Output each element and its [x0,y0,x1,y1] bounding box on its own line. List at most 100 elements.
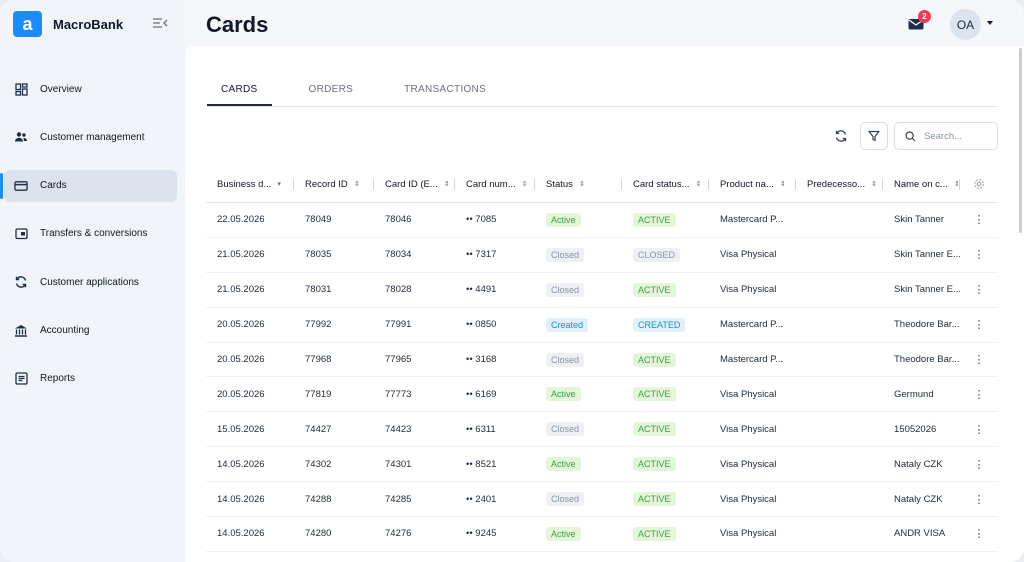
row-menu-icon[interactable]: ⋮ [973,493,985,506]
product-name-cell: Mastercard P... [720,319,784,331]
sort-icon[interactable]: ⇕ [695,181,702,188]
column-header-label: Name on c... [894,178,948,190]
record-id-cell: 78031 [305,284,332,296]
tab-cards[interactable]: CARDS [207,84,272,106]
product-name-cell: Visa Physical [720,388,777,400]
card-status-cell: ACTIVE [622,422,709,437]
filter-button[interactable] [860,122,888,150]
card-id-cell: 77965 [385,354,412,365]
column-header-label: Predecesso... [807,178,866,190]
status-cell: Created [535,317,622,332]
row-menu-icon[interactable]: ⋮ [973,423,985,436]
column-header[interactable]: Card ID (E... ⇕ [374,166,455,203]
table-row[interactable]: 21.05.2026 78031 78028 •• 4491 Closed ACTIVE V… [206,273,998,308]
card-number-cell: •• 8521 [466,458,497,470]
status-badge: Active [546,387,581,402]
sort-icon[interactable]: ⇕ [779,181,786,188]
tab-transactions[interactable]: TRANSACTIONS [404,84,487,95]
table-row[interactable]: 14.05.2026 74302 74301 •• 8521 Active ACTIVE V… [206,447,998,483]
chevron-down-icon[interactable]: ▾ [277,181,281,188]
row-menu-icon[interactable]: ⋮ [973,458,985,471]
status-badge: Active [546,526,581,541]
row-menu-icon[interactable]: ⋮ [973,319,985,332]
business-date-cell: 20.05.2026 [217,354,265,365]
business-date-cell: 14.05.2026 [217,458,265,470]
table-row[interactable]: 20.05.2026 77819 77773 •• 6169 Active ACTIVE V… [206,377,998,413]
avatar[interactable]: OA [950,9,981,40]
sort-icon[interactable]: ⇕ [521,181,528,188]
status-cell: Closed [535,247,622,262]
status-badge: ACTIVE [633,352,676,367]
sort-icon[interactable]: ⇕ [353,181,360,188]
name-on-card-cell: Skin Tanner [894,214,944,226]
search-box[interactable] [894,122,998,150]
table-header: Business d... ▾ Record ID ⇕ Card ID (E... ⇕ Ca… [206,166,998,203]
row-menu-icon[interactable]: ⋮ [973,214,985,227]
refresh-button[interactable] [830,122,852,150]
brand[interactable]: a MacroBank [13,11,123,37]
sidebar: a MacroBank Overview Customer management C… [0,0,185,562]
card-id-cell: 78028 [385,284,412,296]
product-name-cell: Visa Physical [720,249,777,261]
table-row[interactable]: 14.05.2026 74288 74285 •• 2401 Closed ACTIVE V… [206,482,998,518]
sidebar-item-customer-applications[interactable]: Customer applications [4,266,177,298]
sidebar-item-transfers-conversions[interactable]: Transfers & conversions [4,218,177,250]
column-header[interactable]: Predecesso... ⇕ [796,166,883,203]
status-cell: Active [535,212,622,227]
dashboard-icon [14,82,28,96]
record-id-cell: 74280 [305,528,332,540]
sidebar-item-overview[interactable]: Overview [4,73,177,105]
column-header[interactable]: Card status... ⇕ [622,166,709,203]
sidebar-item-cards[interactable]: Cards [0,169,177,202]
collapse-sidebar-icon[interactable] [152,16,168,30]
column-header[interactable]: Record ID ⇕ [294,166,374,203]
table-row[interactable]: 20.05.2026 77968 77965 •• 3168 Closed ACTIVE M… [206,343,998,378]
sidebar-item-label: Accounting [40,324,90,336]
card-number-cell: •• 6311 [466,423,496,435]
sidebar-item-reports[interactable]: Reports [4,363,177,395]
sort-icon[interactable]: ⇕ [953,181,960,188]
table-row[interactable]: 14.05.2026 74280 74276 •• 9245 Active ACTIVE V… [206,517,998,552]
table-row[interactable]: 20.05.2026 77992 77991 •• 0850 Created CREATE… [206,308,998,343]
column-header[interactable]: Product na... ⇕ [709,166,796,203]
table-row[interactable]: 21.05.2026 78035 78034 •• 7317 Closed CLOSED V… [206,238,998,273]
column-settings-button[interactable] [960,166,998,203]
row-menu-icon[interactable]: ⋮ [973,284,985,297]
column-header[interactable]: Status ⇕ [535,166,622,203]
sort-icon[interactable]: ⇕ [871,181,877,188]
row-menu-icon[interactable]: ⋮ [973,388,985,401]
column-header[interactable]: Card num... ⇕ [455,166,535,203]
product-name-cell: Visa Physical [720,458,777,470]
card-number-cell: •• 7085 [466,214,497,226]
column-header[interactable]: Business d... ▾ [206,166,294,203]
sort-icon[interactable]: ⇕ [578,181,585,188]
row-menu-icon[interactable]: ⋮ [973,528,985,541]
table-row[interactable]: 22.05.2026 78049 78046 •• 7085 Active ACTIVE M… [206,203,998,238]
card-id-cell: 74423 [385,423,412,435]
row-menu-icon[interactable]: ⋮ [973,249,985,262]
scrollbar[interactable] [1019,48,1022,233]
sidebar-item-accounting[interactable]: Accounting [4,314,177,346]
product-name-cell: Mastercard P... [720,214,784,226]
sidebar-item-label: Cards [40,180,67,192]
column-header[interactable]: Name on c... ⇕ [883,166,960,203]
status-badge: ACTIVE [633,387,676,402]
card-status-cell: ACTIVE [622,387,709,402]
record-id-cell: 78035 [305,249,332,261]
search-input[interactable] [924,130,994,142]
column-header-label: Card ID (E... [385,178,438,190]
tab-orders[interactable]: ORDERS [308,84,354,95]
table-row[interactable]: 15.05.2026 74427 74423 •• 6311 Closed ACTIVE V… [206,412,998,448]
row-menu-icon[interactable]: ⋮ [973,354,985,366]
card-id-cell: 78046 [385,214,412,226]
name-on-card-cell: Skin Tanner E... [894,249,960,261]
record-id-cell: 77968 [305,354,332,365]
chevron-down-icon[interactable] [987,21,993,25]
column-header-label: Card num... [466,178,516,190]
sidebar-item-customer-management[interactable]: Customer management [4,121,177,153]
product-name-cell: Visa Physical [720,528,777,540]
status-badge: Closed [546,247,585,262]
sort-icon[interactable]: ⇕ [443,181,450,188]
sidebar-item-label: Transfers & conversions [40,228,148,240]
